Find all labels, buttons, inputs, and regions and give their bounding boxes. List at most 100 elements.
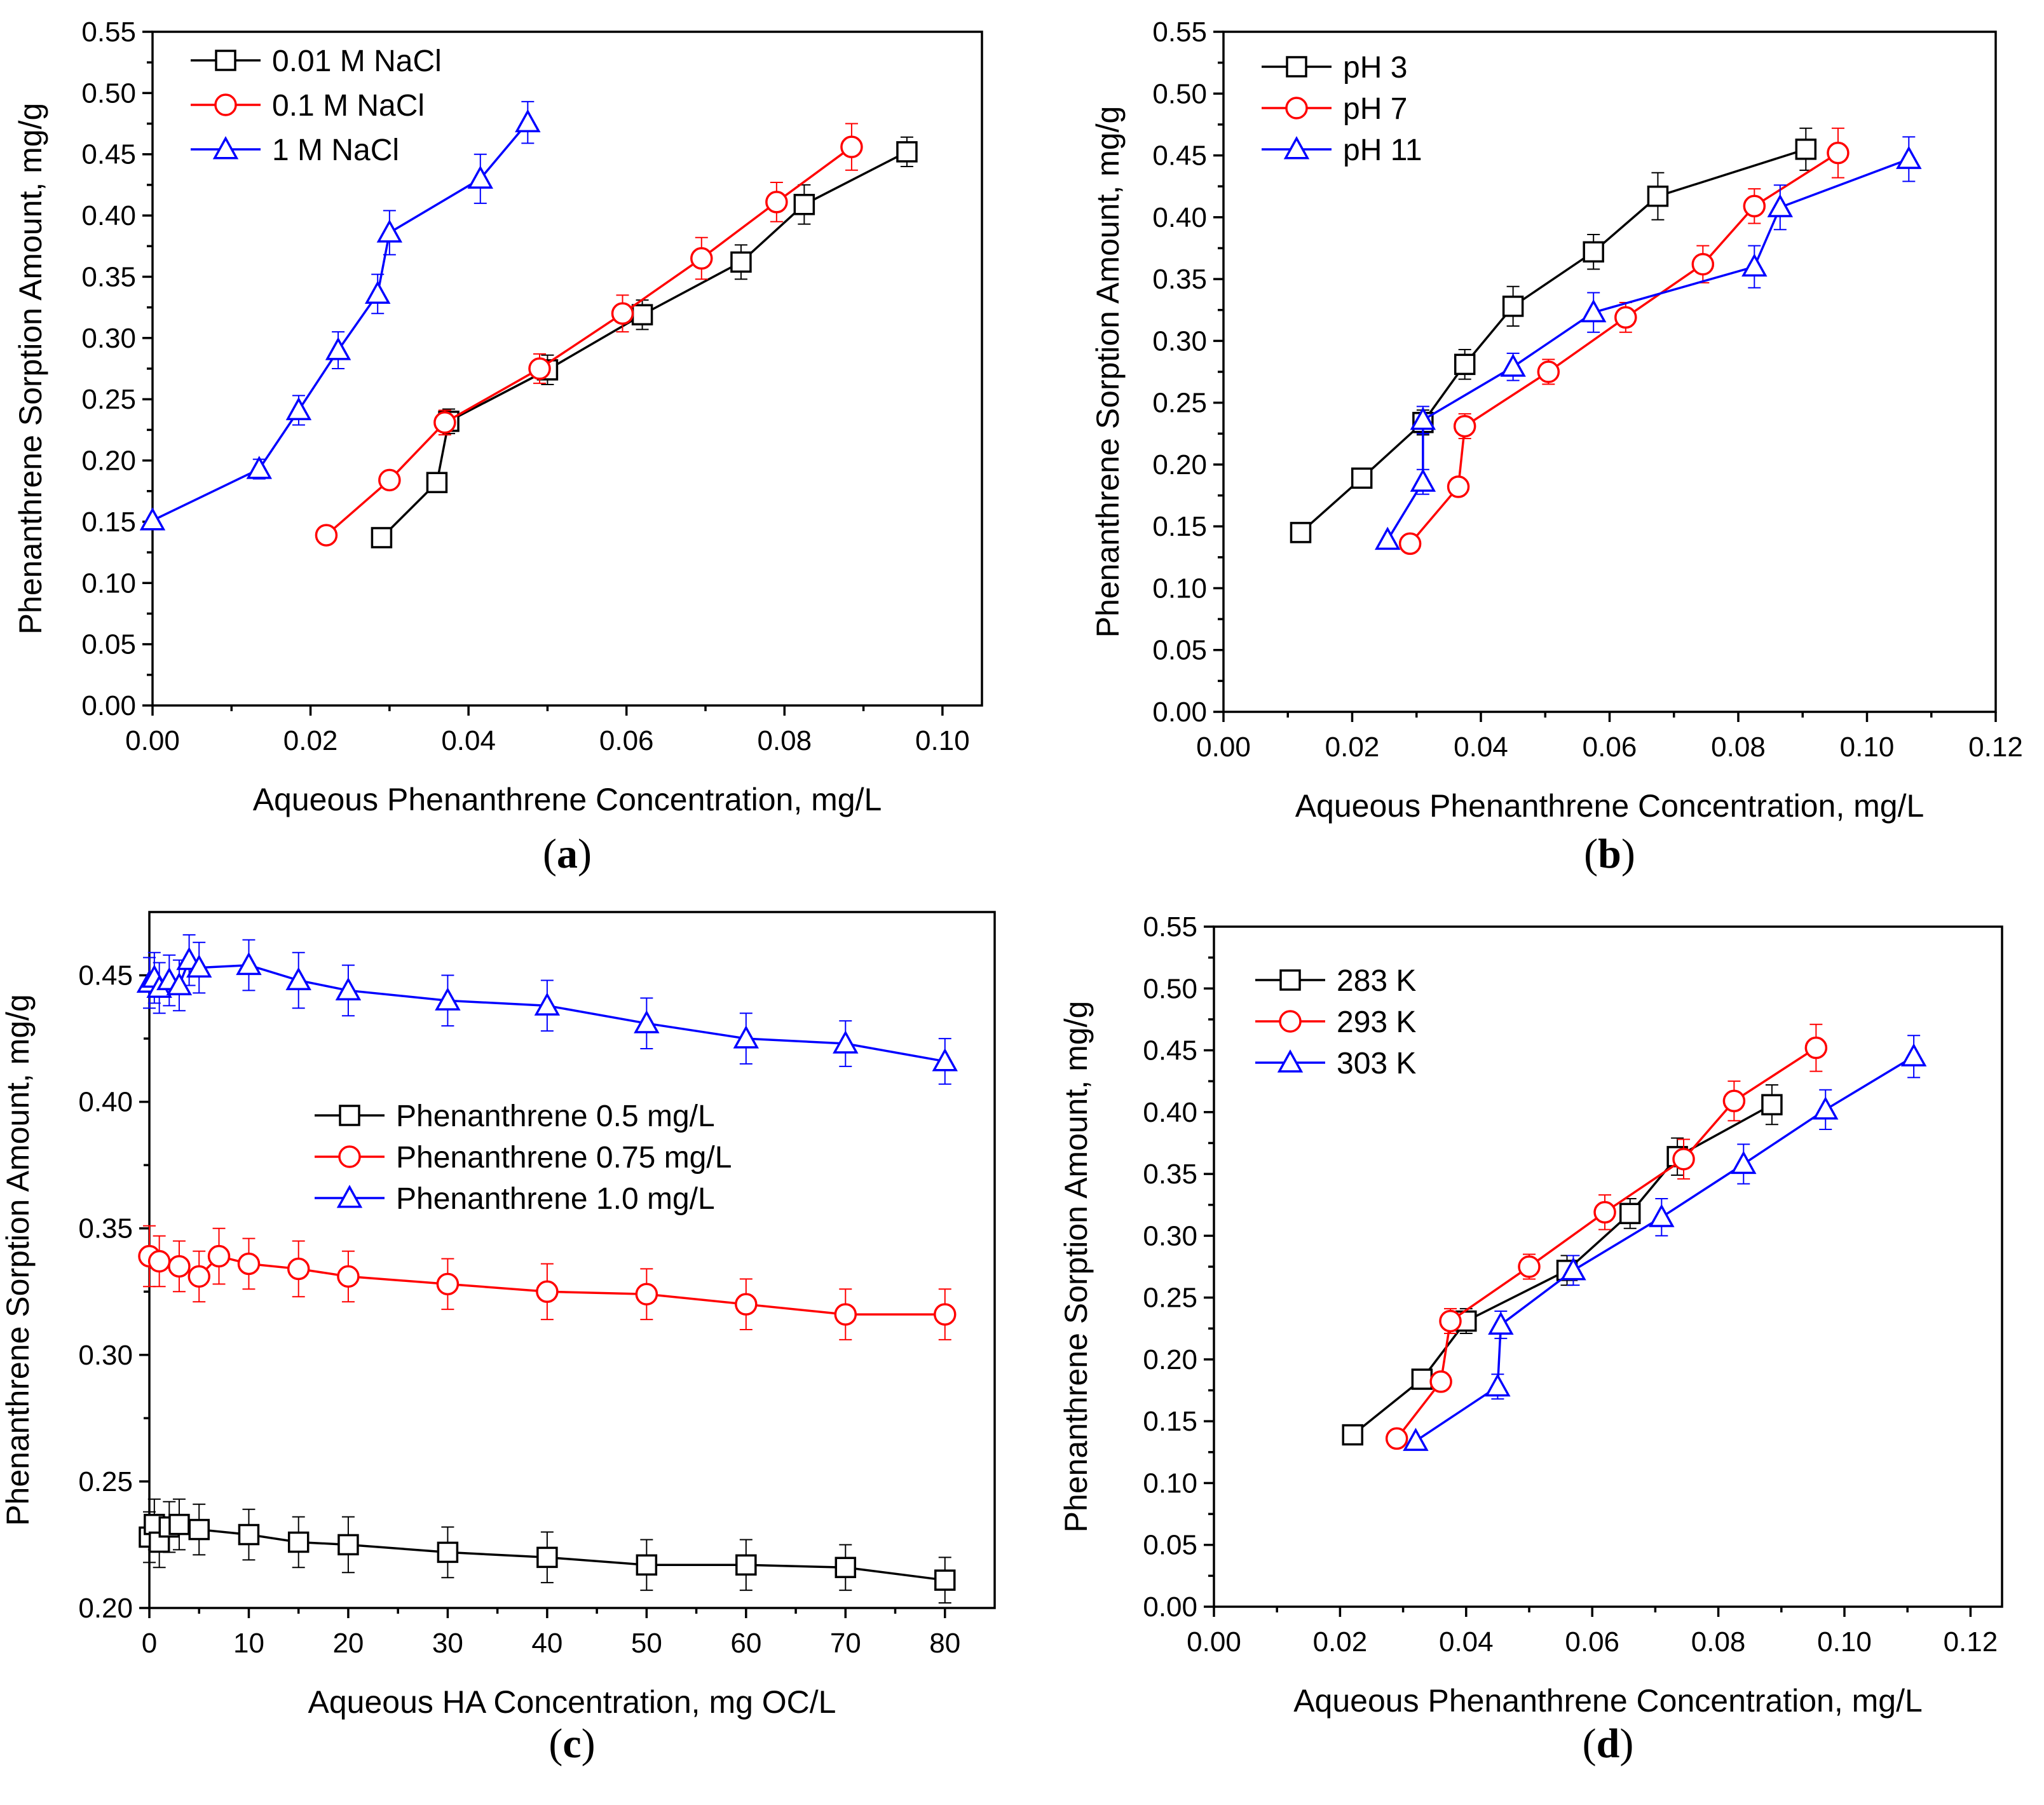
- legend-marker: [214, 93, 237, 116]
- data-point: [1580, 299, 1607, 323]
- data-point: [536, 1546, 558, 1569]
- y-tick-label: 0.10: [1143, 1468, 1197, 1499]
- series-triangle: [136, 934, 958, 1085]
- x-tick-label: 10: [233, 1628, 264, 1659]
- x-tick-label: 0.06: [599, 725, 654, 756]
- x-tick-label: 30: [432, 1628, 463, 1659]
- x-tick-label: 0.08: [1691, 1626, 1746, 1658]
- y-tick-label: 0.50: [81, 78, 136, 109]
- data-point: [1502, 296, 1524, 317]
- x-tick-label: 0.00: [1187, 1626, 1241, 1658]
- legend-marker: [1279, 969, 1301, 991]
- x-tick-label: 20: [332, 1628, 364, 1659]
- data-point: [793, 193, 815, 215]
- data-point: [435, 987, 461, 1011]
- x-tick-label: 0.00: [125, 725, 180, 756]
- y-tick-label: 0.00: [1152, 697, 1207, 728]
- data-point: [733, 1025, 760, 1049]
- y-tick-label: 0.35: [1152, 264, 1207, 295]
- data-point: [834, 1303, 857, 1326]
- legend-marker: [336, 1185, 363, 1208]
- x-tick-label: 0.10: [1840, 732, 1895, 763]
- data-point: [1900, 1043, 1927, 1066]
- y-tick-label: 0.30: [1152, 325, 1207, 357]
- data-point: [337, 1265, 360, 1288]
- legend: 283 K 293 K 303 K: [1255, 964, 1416, 1080]
- legend-marker: [339, 1105, 360, 1126]
- x-tick-label: 0.04: [1439, 1626, 1494, 1658]
- data-point: [1454, 353, 1476, 376]
- legend: pH 3 pH 7 pH 11: [1262, 51, 1422, 167]
- data-point: [1593, 1201, 1616, 1224]
- y-tick-label: 0.10: [81, 568, 136, 599]
- x-tick-label: 0.02: [1313, 1626, 1368, 1658]
- data-point: [1439, 1309, 1462, 1333]
- x-tick-label: 0.06: [1565, 1626, 1619, 1658]
- data-point: [437, 1541, 459, 1563]
- x-tick-label: 0.10: [915, 725, 970, 756]
- series-square: [139, 1498, 956, 1604]
- y-tick-label: 0.25: [1143, 1283, 1197, 1314]
- data-point: [1342, 1424, 1363, 1446]
- data-point: [1896, 146, 1922, 169]
- y-tick-label: 0.00: [81, 690, 136, 721]
- data-point: [896, 141, 918, 163]
- data-point: [168, 1513, 190, 1536]
- legend-marker: [212, 136, 239, 160]
- data-point: [1537, 360, 1560, 383]
- legend-marker: [215, 50, 236, 71]
- data-point: [634, 1010, 660, 1033]
- data-point: [1290, 522, 1312, 543]
- plot-frame: [151, 31, 983, 707]
- series-line: [1415, 1055, 1915, 1442]
- y-tick-label: 0.50: [1152, 78, 1207, 109]
- y-axis-label: Phenanthrene Sorption Amount, mg/g: [1058, 1001, 1094, 1533]
- x-axis-label: Aqueous Phenanthrene Concentration, mg/L: [253, 782, 882, 817]
- x-tick-label: 0: [142, 1628, 157, 1659]
- data-point: [378, 468, 401, 492]
- y-tick-label: 0.05: [1143, 1530, 1197, 1561]
- x-axis-label: Aqueous HA Concentration, mg OC/L: [308, 1684, 836, 1720]
- data-point: [1767, 194, 1794, 217]
- legend: 0.01 M NaCl 0.1 M NaCl 1 M NaCl: [191, 44, 442, 167]
- series-circle: [1398, 127, 1850, 555]
- series-circle: [138, 1225, 957, 1340]
- data-point: [426, 472, 448, 493]
- data-point: [1429, 1370, 1452, 1393]
- data-point: [1447, 475, 1470, 498]
- data-point: [433, 411, 456, 434]
- y-tick-label: 0.35: [81, 261, 136, 292]
- legend-label: 283 K: [1337, 964, 1416, 998]
- legend-marker: [1286, 56, 1307, 78]
- legend-label: pH 7: [1343, 92, 1407, 126]
- series-square: [1290, 127, 1817, 543]
- panel-label: (c): [548, 1720, 595, 1767]
- plot-frame: [1213, 925, 2003, 1608]
- data-point: [1827, 141, 1850, 165]
- y-tick-label: 0.20: [81, 446, 136, 477]
- legend-marker: [1285, 97, 1308, 119]
- panel-label: (a): [543, 831, 592, 877]
- x-tick-label: 60: [730, 1628, 761, 1659]
- legend-label: Phenanthrene 1.0 mg/L: [396, 1182, 715, 1216]
- data-point: [285, 967, 311, 991]
- x-tick-label: 0.12: [1968, 732, 2023, 763]
- x-tick-label: 0.10: [1817, 1626, 1872, 1658]
- y-tick-label: 0.10: [1152, 573, 1207, 604]
- data-point: [1403, 1427, 1429, 1451]
- data-point: [1411, 1368, 1433, 1390]
- data-point: [932, 1048, 958, 1072]
- data-point: [188, 1518, 210, 1541]
- chart-panel-a: 0.00 0.02 0.04 0.06 0.08 0.10 0.00 0.05 0.10 0.15…: [13, 17, 983, 877]
- data-point: [236, 951, 262, 976]
- data-point: [1741, 253, 1768, 277]
- legend-label: 0.1 M NaCl: [272, 89, 425, 123]
- series-circle: [1385, 1023, 1828, 1450]
- x-tick-label: 0.08: [1711, 732, 1766, 763]
- y-tick-label: 0.15: [1143, 1406, 1197, 1437]
- legend-marker: [1277, 1049, 1304, 1073]
- data-point: [1351, 467, 1373, 489]
- legend-label: Phenanthrene 0.5 mg/L: [396, 1100, 715, 1133]
- x-tick-label: 0.08: [757, 725, 812, 756]
- data-point: [934, 1569, 956, 1591]
